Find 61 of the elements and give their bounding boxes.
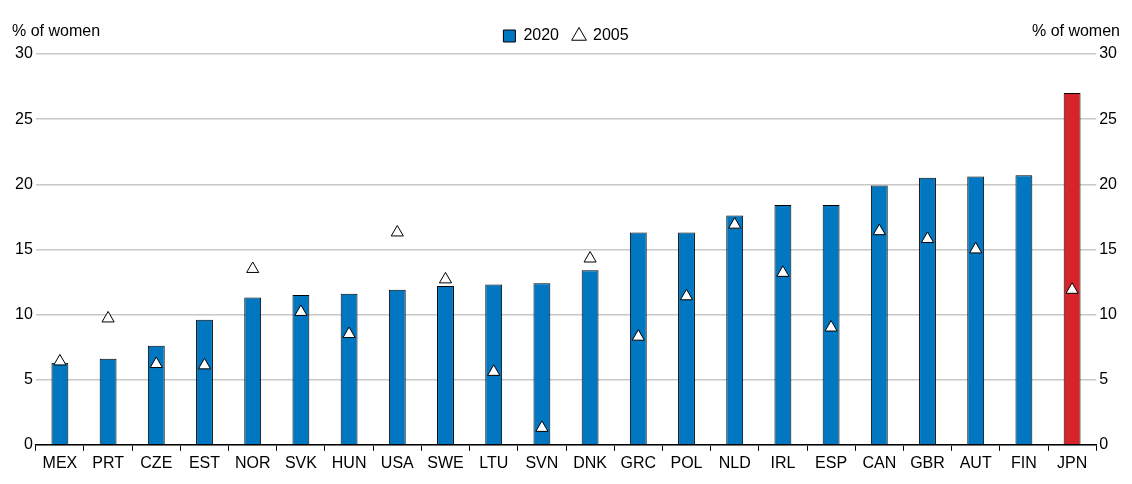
point [149,356,163,369]
legend-label: 2005 [593,26,629,44]
y2-tick-label: 20 [1099,174,1118,192]
y-tick-label: 30 [15,44,33,62]
y-tick-label: 20 [15,174,33,192]
x-tick-label: GBR [910,453,945,471]
point [728,217,742,229]
x-tick-label: CZE [140,453,173,471]
point [824,320,838,332]
point [294,304,308,316]
y2-tick-label: 15 [1099,239,1118,257]
x-tick-label: SWE [427,453,464,471]
x-tick-label: MEX [42,453,78,471]
x-tick-label: FIN [1011,453,1037,471]
x-tick-label: SVN [525,453,559,471]
x-tick-label: USA [380,453,415,471]
x-tick-label: NOR [234,453,271,471]
point [101,310,115,323]
point [342,326,356,339]
x-tick-label: ESP [815,453,848,471]
x-tick-label: DNK [573,453,608,471]
x-tick-label: HUN [331,453,367,471]
x-tick-label: SVK [284,453,318,471]
y2-axis-title: % of women [1031,22,1120,40]
x-tick-label: JPN [1056,453,1088,471]
point [631,329,645,341]
point [969,241,983,254]
y2-tick-label: 5 [1099,370,1109,388]
y-tick-label: 0 [23,435,33,453]
point [776,265,790,277]
y-axis-title: % of women [12,22,101,40]
point [487,364,501,376]
point [1065,282,1079,294]
y2-tick-label: 30 [1099,44,1118,62]
x-tick-label: PRT [92,453,125,471]
y2-tick-label: 10 [1099,304,1118,322]
point [53,353,67,366]
point [390,224,404,237]
y-tick-label: 25 [15,109,33,127]
x-tick-label: IRL [770,453,796,471]
x-tick-label: AUT [959,453,992,471]
x-tick-label: POL [670,453,703,471]
x-tick-label: GRC [620,453,657,471]
y-tick-label: 10 [15,304,33,322]
point [920,231,935,243]
point [535,420,549,432]
x-tick-label: NLD [718,453,751,471]
point [438,271,453,284]
point [872,223,886,236]
x-tick-label: EST [188,453,221,471]
point [197,357,212,370]
y2-tick-label: 25 [1099,109,1118,127]
y-tick-label: 15 [15,239,33,257]
point [246,261,260,273]
y-tick-label: 5 [23,370,33,388]
x-tick-label: LTU [479,453,509,471]
y2-tick-label: 0 [1099,435,1109,453]
point [583,251,597,263]
legend-label: 2020 [523,26,560,44]
x-tick-label: CAN [862,453,897,471]
point [679,288,694,301]
